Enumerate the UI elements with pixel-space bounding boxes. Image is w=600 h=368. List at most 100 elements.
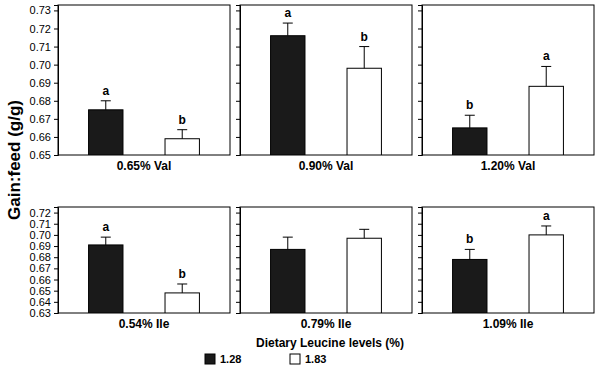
x-label: 1.09% Ile [483,317,534,331]
tick-mark [54,101,58,102]
panel: 0.630.640.650.660.670.680.690.700.710.72… [30,207,230,331]
y-tick [236,47,240,48]
error-bar [101,101,111,110]
error-stem [364,47,365,69]
plot-frame [240,207,412,313]
y-tick: 0.63 [30,307,58,319]
plot-frame [422,5,594,155]
panel: 0.79% Ile [236,207,412,331]
tick-mark [236,155,240,156]
error-stem [105,237,106,245]
error-bar [283,237,293,249]
error-cap [359,229,369,230]
y-tick [236,235,240,236]
y-tick [236,302,240,303]
tick-mark [236,101,240,102]
panel: ba 1.20% Val [418,5,594,173]
y-tick: 0.69 [30,240,58,252]
y-tick [236,224,240,225]
bar [453,259,487,313]
y-tick: 0.65 [30,285,58,297]
letters: ab [102,84,185,127]
tick-mark [236,246,240,247]
tick-label: 0.64 [30,296,51,308]
tick-mark [236,302,240,303]
bar [529,86,563,155]
y-tick: 0.67 [30,262,58,274]
bars [453,66,564,155]
error-bar [177,284,187,293]
tick-mark [418,235,422,236]
y-axis: 0.650.660.670.680.690.700.710.720.73 [30,4,59,161]
tick-label: 0.66 [30,131,51,143]
y-tick: 0.67 [30,113,58,125]
tick-mark [54,28,58,29]
error-stem [182,284,183,293]
y-tick [418,235,422,236]
x-label: 1.20% Val [481,159,536,173]
tick-mark [54,213,58,214]
error-bar [283,23,293,36]
tick-mark [236,119,240,120]
error-cap [541,66,551,67]
y-tick: 0.72 [30,23,58,35]
tick-mark [418,224,422,225]
tick-mark [418,257,422,258]
error-cap [465,115,475,116]
tick-mark [418,65,422,66]
error-bar [359,47,369,69]
y-tick [418,268,422,269]
tick-mark [54,65,58,66]
letters: ba [466,49,550,112]
bars [89,101,200,155]
tick-mark [236,291,240,292]
y-tick: 0.66 [30,131,58,143]
significance-letter: a [284,6,291,20]
tick-mark [54,257,58,258]
bar [89,110,123,155]
error-bar [541,66,551,86]
tick-label: 0.69 [30,240,51,252]
bars [89,237,200,313]
error-stem [105,101,106,110]
tick-mark [418,28,422,29]
y-tick [418,302,422,303]
tick-mark [418,302,422,303]
tick-label: 0.66 [30,274,51,286]
y-tick [418,10,422,11]
bar [453,128,487,155]
y-tick [418,224,422,225]
y-tick [236,213,240,214]
y-tick [236,28,240,29]
axis-line [54,208,59,314]
tick-mark [236,10,240,11]
tick-mark [236,137,240,138]
letters: ab [102,220,185,281]
tick-mark [236,235,240,236]
significance-letter: b [466,98,473,112]
y-tick [236,280,240,281]
axis-line [236,6,241,156]
y-tick [236,313,240,314]
tick-mark [418,119,422,120]
letters: ba [466,209,550,246]
tick-mark [54,291,58,292]
y-tick [236,137,240,138]
axis-line [236,208,241,314]
tick-mark [54,83,58,84]
y-tick [418,101,422,102]
y-label: Gain:feed (g/g) [5,100,24,220]
error-cap [101,100,111,101]
y-tick: 0.73 [30,4,58,16]
tick-mark [54,47,58,48]
tick-label: 0.68 [30,251,51,263]
bar [165,139,199,155]
tick-label: 0.70 [30,59,51,71]
y-axis [418,6,423,156]
tick-label: 0.72 [30,207,51,219]
x-label: 0.90% Val [299,159,354,173]
tick-mark [54,246,58,247]
error-cap [465,249,475,250]
tick-mark [418,47,422,48]
y-tick [236,119,240,120]
